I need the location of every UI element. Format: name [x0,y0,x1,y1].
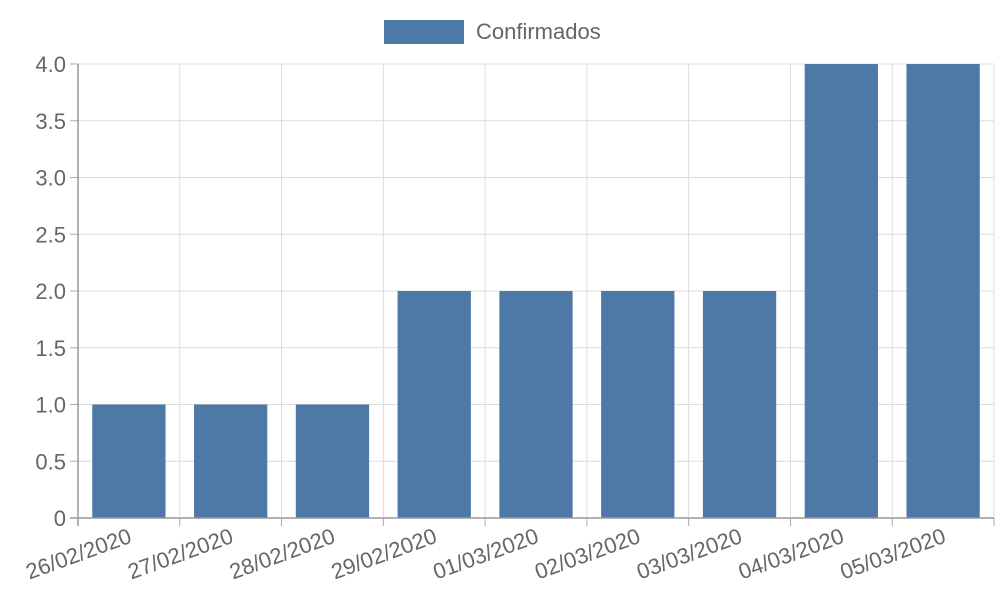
bar[interactable] [194,404,268,519]
y-tick-label: 2.0 [35,279,66,304]
x-tick-label: 02/03/2020 [531,523,643,584]
y-tick-label: 1.0 [35,393,66,418]
bar[interactable] [295,404,370,519]
bar[interactable] [499,291,573,518]
legend-swatch[interactable] [384,20,464,44]
x-tick-label: 04/03/2020 [735,523,847,584]
legend-label[interactable]: Confirmados [476,19,601,44]
y-tick-label: 1.5 [35,336,66,361]
y-tick-label: 3.5 [35,109,66,134]
x-tick-label: 05/03/2020 [837,523,949,584]
x-tick-label: 27/02/2020 [124,523,236,584]
bar[interactable] [397,291,471,518]
bar[interactable] [906,64,980,518]
x-tick-label: 29/02/2020 [328,523,440,584]
y-tick-label: 4.0 [35,52,66,77]
axes [70,63,995,526]
bar[interactable] [804,64,878,518]
y-tick-label: 0 [54,506,66,531]
bar[interactable] [702,291,777,518]
y-tick-label: 2.5 [35,222,66,247]
y-tick-label: 3.0 [35,166,66,191]
bars [92,64,980,518]
y-tick-label: 0.5 [35,449,66,474]
legend[interactable]: Confirmados [384,19,601,44]
bar[interactable] [601,291,675,518]
x-tick-label: 28/02/2020 [226,523,338,584]
bar[interactable] [92,404,166,519]
x-tick-label: 26/02/2020 [23,523,135,584]
x-tick-label: 01/03/2020 [430,523,542,584]
x-tick-label: 03/03/2020 [633,523,745,584]
